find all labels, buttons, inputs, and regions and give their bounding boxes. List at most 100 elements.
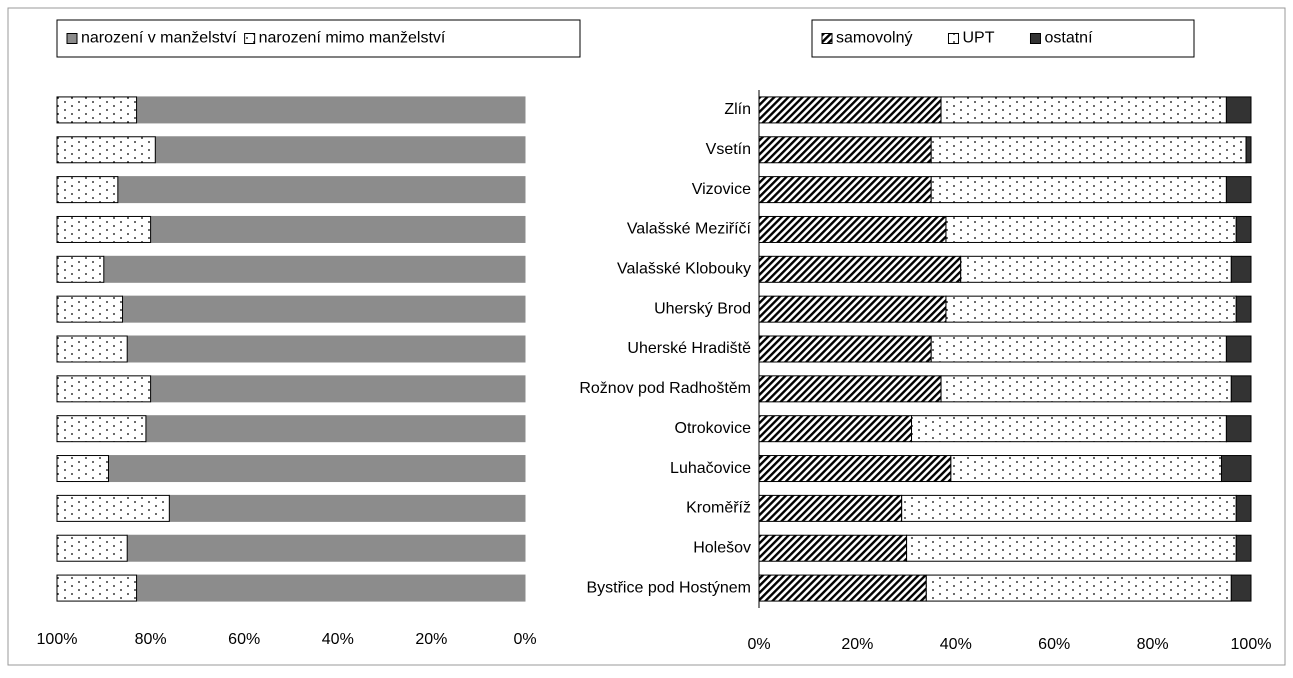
x-tick-label: 0%: [513, 631, 536, 648]
bar-segment: [930, 176, 1227, 204]
bar-segment: [136, 574, 526, 602]
y-tick-label: Bystřice pod Hostýnem: [586, 579, 751, 596]
legend-swatch: [947, 33, 959, 44]
x-tick-label: 80%: [135, 631, 167, 648]
y-tick-label: Vsetín: [706, 141, 751, 158]
bar-segment: [126, 534, 526, 562]
bar-segment: [1225, 96, 1252, 124]
legend-box: [56, 19, 581, 58]
bar-segment: [758, 494, 903, 522]
bar-segment: [758, 375, 942, 403]
bar-segment: [911, 415, 1227, 443]
bar-segment: [930, 136, 1247, 164]
bar-segment: [117, 176, 526, 204]
x-tick-label: 20%: [415, 631, 447, 648]
y-tick-label: Valašské Meziříčí: [627, 221, 752, 238]
bar-segment: [56, 96, 138, 124]
bar-segment: [107, 455, 526, 483]
y-tick-label: Rožnov pod Radhoštěm: [579, 380, 751, 397]
bar-segment: [1230, 375, 1252, 403]
bar-segment: [136, 96, 526, 124]
bar-segment: [56, 574, 138, 602]
bar-segment: [1225, 176, 1252, 204]
bar-segment: [758, 534, 908, 562]
bar-segment: [56, 295, 124, 323]
bar-segment: [56, 255, 105, 283]
bar-segment: [150, 375, 526, 403]
legend-swatch: [1029, 33, 1041, 44]
y-tick-label: Zlín: [724, 101, 751, 118]
bar-segment: [56, 215, 152, 243]
bar-segment: [758, 455, 952, 483]
bar-segment: [945, 295, 1237, 323]
legend-label: narození v manželství: [81, 30, 237, 47]
bar-segment: [154, 136, 526, 164]
bar-segment: [930, 335, 1227, 363]
bar-segment: [126, 335, 526, 363]
bar-segment: [56, 534, 128, 562]
bar-segment: [56, 455, 109, 483]
bar-segment: [56, 335, 128, 363]
bar-segment: [925, 574, 1232, 602]
bar-segment: [1235, 295, 1252, 323]
legend-label: narození mimo manželství: [259, 30, 446, 47]
bar-segment: [758, 136, 932, 164]
x-tick-label: 60%: [228, 631, 260, 648]
legend-box: [811, 19, 1195, 58]
y-tick-label: Luhačovice: [670, 460, 751, 477]
bar-segment: [940, 375, 1232, 403]
legend-label: UPT: [962, 30, 994, 47]
legend-swatch: [821, 33, 833, 44]
bar-segment: [56, 415, 147, 443]
x-tick-label: 40%: [940, 636, 972, 653]
bar-segment: [56, 375, 152, 403]
bar-segment: [758, 335, 932, 363]
y-tick-label: Uherský Brod: [654, 300, 751, 317]
bar-segment: [758, 215, 947, 243]
x-tick-label: 20%: [841, 636, 873, 653]
bar-segment: [1230, 574, 1252, 602]
bar-segment: [758, 295, 947, 323]
legend-swatch: [66, 33, 78, 44]
bar-segment: [56, 494, 170, 522]
y-tick-label: Otrokovice: [675, 420, 752, 437]
y-tick-label: Vizovice: [692, 181, 751, 198]
bar-segment: [1235, 494, 1252, 522]
x-tick-label: 100%: [1231, 636, 1272, 653]
bar-segment: [758, 255, 962, 283]
legend-label: ostatní: [1044, 30, 1093, 47]
bar-segment: [150, 215, 526, 243]
x-tick-label: 80%: [1137, 636, 1169, 653]
legend-label: samovolný: [836, 30, 912, 47]
bar-segment: [901, 494, 1237, 522]
x-tick-label: 60%: [1038, 636, 1070, 653]
bar-segment: [1245, 136, 1252, 164]
y-tick-label: Uherské Hradiště: [627, 340, 751, 357]
x-tick-label: 0%: [747, 636, 770, 653]
x-tick-label: 100%: [37, 631, 78, 648]
bar-segment: [168, 494, 526, 522]
bar-segment: [122, 295, 526, 323]
bar-segment: [103, 255, 526, 283]
bar-segment: [1225, 335, 1252, 363]
bar-segment: [758, 176, 932, 204]
bar-segment: [145, 415, 526, 443]
x-tick-label: 40%: [322, 631, 354, 648]
bar-segment: [1230, 255, 1252, 283]
bar-segment: [945, 215, 1237, 243]
bar-segment: [758, 415, 913, 443]
bar-segment: [1220, 455, 1252, 483]
legend-swatch: [244, 33, 256, 44]
y-tick-label: Kroměříž: [686, 500, 751, 517]
bar-segment: [758, 574, 927, 602]
bar-segment: [1225, 415, 1252, 443]
bar-segment: [1235, 534, 1252, 562]
bar-segment: [960, 255, 1232, 283]
bar-segment: [56, 136, 156, 164]
bar-segment: [906, 534, 1237, 562]
y-tick-label: Valašské Klobouky: [617, 261, 751, 278]
bar-segment: [56, 176, 119, 204]
bar-segment: [758, 96, 942, 124]
bar-segment: [1235, 215, 1252, 243]
